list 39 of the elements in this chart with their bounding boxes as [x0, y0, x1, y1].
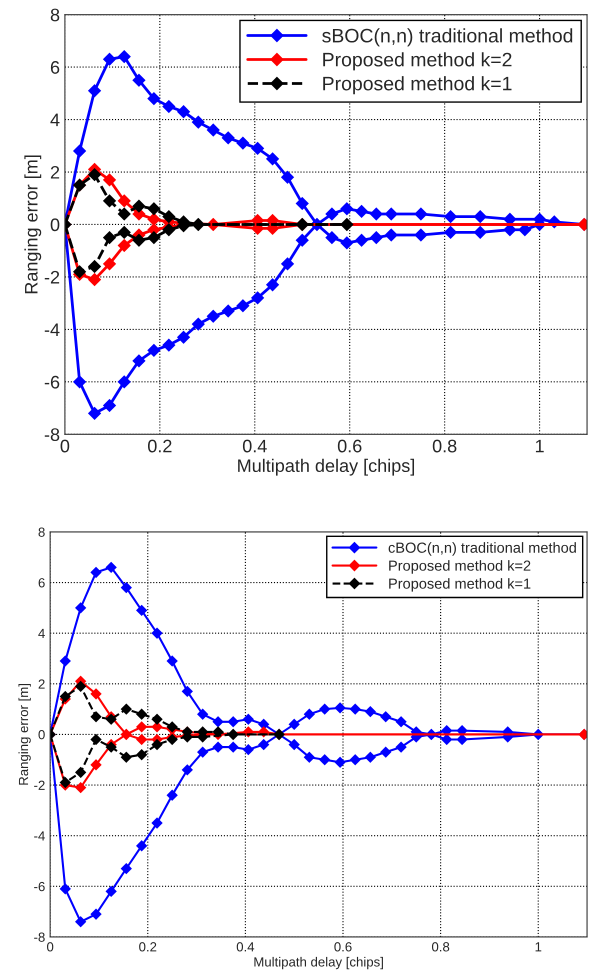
y-tick-label: 2 [50, 166, 60, 179]
x-tick-label: 1 [536, 440, 544, 452]
y-tick-label: -6 [34, 882, 45, 892]
y-tick-label: -4 [34, 831, 45, 840]
y-tick-label: -4 [44, 324, 60, 336]
y-axis-title: Ranging error [m] [24, 156, 42, 294]
y-tick-label: 8 [38, 527, 45, 537]
legend-label: Proposed method k=1 [323, 76, 512, 94]
x-tick-label: 0.8 [432, 440, 456, 452]
x-tick-label: 0.2 [148, 440, 172, 452]
y-tick-label: -2 [34, 780, 45, 790]
x-axis-title: Multipath delay [chips] [254, 956, 383, 970]
x-tick-label: 0.4 [242, 440, 267, 452]
y-tick-label: 6 [38, 578, 45, 588]
x-tick-label: 0.6 [334, 942, 352, 952]
x-tick-label: 0.8 [432, 942, 450, 952]
y-tick-label: -6 [44, 376, 60, 389]
x-tick-label: 1 [536, 942, 542, 952]
y-axis-title: Ranging error [m] [18, 684, 31, 785]
y-tick-label: 4 [38, 628, 45, 638]
y-tick-label: -2 [44, 270, 60, 284]
x-tick-label: 0.6 [338, 440, 362, 452]
legend-label: Proposed method k=1 [389, 578, 530, 592]
legend-label: Proposed method k=2 [389, 560, 530, 574]
y-tick-label: -8 [34, 932, 45, 942]
y-tick-label: 0 [38, 730, 45, 740]
legend-label: cBOC(n,n) traditional method [388, 542, 576, 556]
legend-label: Proposed method k=2 [323, 52, 512, 70]
y-tick-label: 6 [50, 61, 60, 74]
x-tick-label: 0 [60, 440, 70, 452]
y-tick-label: 4 [50, 114, 60, 126]
y-tick-label: 8 [50, 8, 60, 22]
legend-label: sBOC(n,n) traditional method [322, 28, 572, 46]
x-axis-title: Multipath delay [chips] [238, 458, 414, 476]
y-tick-label: 0 [50, 218, 60, 232]
x-tick-label: 0.4 [236, 942, 254, 952]
y-tick-label: 2 [38, 679, 45, 689]
x-tick-label: 0.2 [139, 942, 156, 952]
y-tick-label: -8 [44, 428, 60, 442]
